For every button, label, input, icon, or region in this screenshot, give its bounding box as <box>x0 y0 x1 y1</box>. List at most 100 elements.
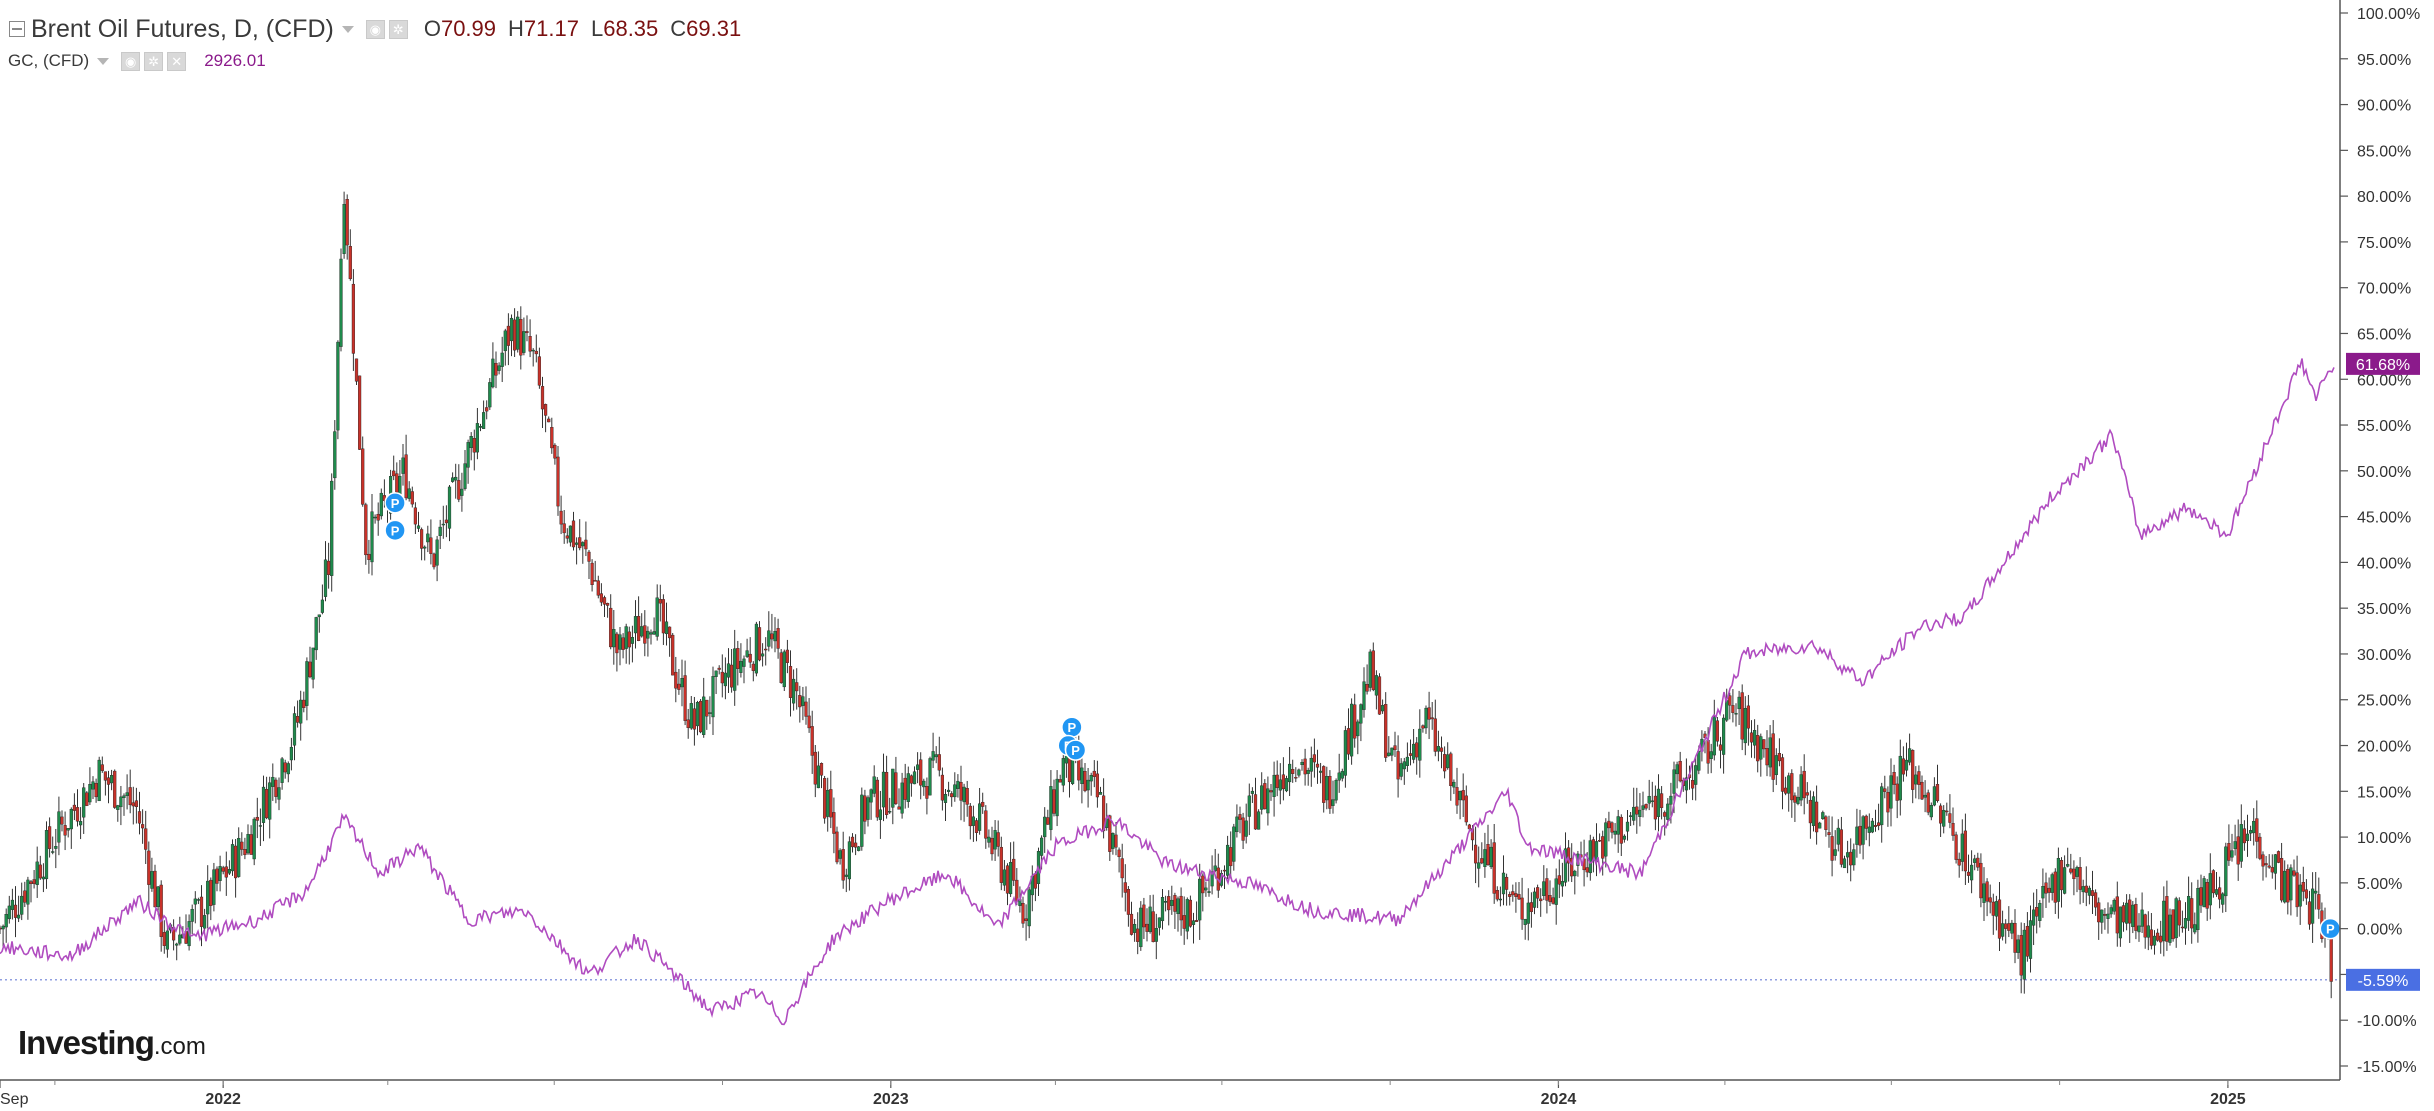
candle <box>1973 854 1977 871</box>
candle <box>2255 800 2259 859</box>
candle <box>212 862 216 912</box>
candle <box>1824 815 1828 837</box>
candle <box>1759 733 1763 777</box>
candle <box>565 528 569 544</box>
candle <box>2121 902 2126 932</box>
candle <box>928 756 932 796</box>
candle <box>1452 779 1456 795</box>
candle <box>962 783 966 822</box>
candle <box>897 788 901 810</box>
candle <box>1160 889 1165 930</box>
series-title[interactable]: Brent Oil Futures, D, (CFD) <box>31 14 334 43</box>
candle <box>351 269 355 371</box>
candle <box>1 924 5 947</box>
candle <box>2236 819 2240 881</box>
candle <box>578 519 582 551</box>
candle <box>1663 810 1667 836</box>
close-icon[interactable]: ✕ <box>167 51 187 71</box>
candle <box>2081 879 2085 903</box>
candle <box>485 400 489 420</box>
candle <box>2183 902 2188 945</box>
candle <box>1814 785 1819 845</box>
candle <box>1427 691 1431 740</box>
candle <box>2298 874 2302 925</box>
candle <box>981 792 985 814</box>
event-markers[interactable]: PPPPPP <box>384 492 2342 940</box>
gear-icon[interactable]: ✲ <box>388 19 408 39</box>
candle <box>1343 725 1347 788</box>
event-marker[interactable]: P <box>384 492 406 514</box>
candle <box>466 439 470 484</box>
candle <box>1864 814 1868 841</box>
candle <box>137 791 142 835</box>
candle <box>1647 779 1651 811</box>
candle <box>1762 739 1766 758</box>
candle <box>17 895 21 923</box>
candle <box>373 514 377 524</box>
overlay-title[interactable]: GC, (CFD) <box>8 51 90 70</box>
candle <box>1411 728 1416 764</box>
candle <box>630 625 634 663</box>
candle <box>460 472 464 512</box>
candle <box>686 708 690 739</box>
candle <box>599 583 603 607</box>
candle <box>302 691 306 713</box>
overlay-eye-icon[interactable]: ◉ <box>121 51 141 71</box>
candle <box>271 763 275 801</box>
candle <box>1253 777 1258 830</box>
candle <box>540 376 545 429</box>
candle <box>1557 859 1561 899</box>
candle <box>2016 934 2020 959</box>
event-marker[interactable]: P <box>1061 716 1083 738</box>
candle <box>1725 688 1729 722</box>
candle <box>2131 901 2135 934</box>
event-marker[interactable]: P <box>1064 739 1087 761</box>
candle <box>965 780 969 817</box>
candle <box>435 535 439 582</box>
overlay-caret-down-icon[interactable] <box>97 57 110 65</box>
collapse-icon[interactable] <box>9 21 25 37</box>
candle <box>2273 853 2277 890</box>
eye-icon[interactable]: ◉ <box>365 19 385 39</box>
candle <box>547 416 551 423</box>
candle <box>652 617 656 635</box>
candle <box>1982 867 1986 921</box>
caret-down-icon[interactable] <box>341 25 354 33</box>
x-tick-label: Sep <box>0 1091 29 1108</box>
event-marker[interactable]: P <box>384 519 406 542</box>
candle <box>1139 901 1143 951</box>
overlay-gear-icon[interactable]: ✲ <box>144 51 164 71</box>
candle <box>516 311 520 353</box>
main-series-legend: Brent Oil Futures, D, (CFD) ◉ ✲ O 70.99 H… <box>0 12 741 46</box>
candle <box>305 657 309 721</box>
candle <box>795 668 799 710</box>
candle <box>1842 855 1847 869</box>
candle <box>1653 785 1657 831</box>
y-tick-label: -15.00% <box>2357 1059 2417 1076</box>
candle <box>1628 811 1633 826</box>
candle <box>1532 887 1537 915</box>
candle <box>218 855 222 892</box>
y-tick-label: 60.00% <box>2357 372 2411 389</box>
candle <box>894 756 898 805</box>
candle <box>1331 780 1335 814</box>
candle <box>1250 787 1254 803</box>
candle <box>931 732 935 769</box>
candle <box>959 765 963 821</box>
candle <box>1963 813 1967 885</box>
candle <box>519 306 523 370</box>
candle <box>2149 913 2153 950</box>
candle <box>1526 888 1530 941</box>
candle <box>767 611 771 652</box>
candle <box>258 808 262 846</box>
candle <box>2270 854 2274 879</box>
candle <box>2317 877 2321 919</box>
gc-line <box>0 358 2335 1026</box>
candle <box>596 575 600 599</box>
candle <box>1535 884 1540 909</box>
candle <box>2140 892 2144 934</box>
event-marker[interactable]: P <box>2319 917 2342 940</box>
candle <box>2261 851 2265 881</box>
candle <box>968 803 972 840</box>
